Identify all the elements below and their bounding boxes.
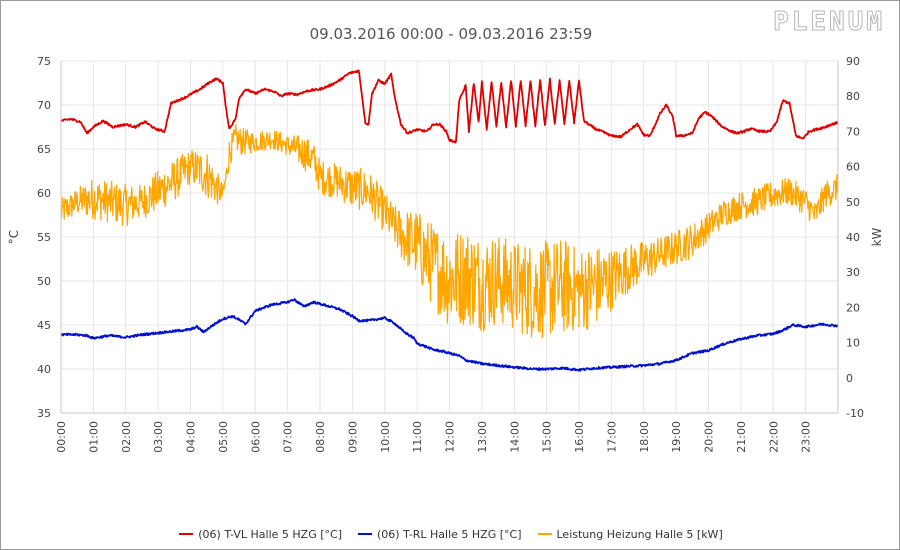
x-tick-label: 01:00	[87, 421, 100, 453]
legend-swatch	[179, 533, 194, 535]
y-tick-label-left: 50	[37, 275, 51, 288]
y-tick-label-left: 70	[37, 99, 51, 112]
x-tick-label: 23:00	[800, 421, 813, 453]
x-tick-label: 00:00	[55, 421, 68, 453]
x-tick-label: 21:00	[735, 421, 748, 453]
x-tick-label: 05:00	[217, 421, 230, 453]
legend-item[interactable]: Leistung Heizung Halle 5 [kW]	[537, 528, 723, 541]
x-tick-label: 06:00	[249, 421, 262, 453]
x-tick-label: 03:00	[152, 421, 165, 453]
y-tick-label-right: 80	[846, 90, 860, 103]
x-tick-label: 02:00	[120, 421, 133, 453]
y-tick-label-right: 40	[846, 231, 860, 244]
legend-swatch	[358, 533, 372, 535]
x-tick-label: 14:00	[508, 421, 521, 453]
axis-layer: 35 40 45 50 55 60 65 70 75 -10 0 10 20 30 40 50 60 70 80 90…	[7, 55, 884, 453]
x-tick-label: 20:00	[703, 421, 716, 453]
y-tick-label-right: 90	[846, 55, 860, 68]
legend-swatch	[537, 533, 552, 535]
y-tick-label-right: 0	[846, 372, 853, 385]
x-tick-label: 18:00	[638, 421, 651, 453]
y-tick-label-right: 70	[846, 125, 860, 138]
y-tick-label-left: 75	[37, 55, 51, 68]
y-tick-label-left: 65	[37, 143, 51, 156]
y-tick-label-right: 50	[846, 196, 860, 209]
x-tick-label: 07:00	[282, 421, 295, 453]
x-tick-label: 08:00	[314, 421, 327, 453]
series-layer	[60, 69, 839, 372]
y-tick-label-left: 40	[37, 363, 51, 376]
legend-item[interactable]: (06) T-VL Halle 5 HZG [°C]	[179, 528, 342, 541]
y-tick-label-right: 30	[846, 266, 860, 279]
series-line-0	[60, 69, 839, 144]
legend: (06) T-VL Halle 5 HZG [°C] (06) T-RL Hall…	[1, 528, 900, 541]
x-tick-label: 19:00	[670, 421, 683, 453]
y-tick-label-left: 60	[37, 187, 51, 200]
x-tick-label: 09:00	[346, 421, 359, 453]
y-tick-label-left: 45	[37, 319, 51, 332]
y-tick-label-right: 10	[846, 337, 860, 350]
y-tick-label-right: 20	[846, 301, 860, 314]
x-tick-label: 22:00	[767, 421, 780, 453]
y-tick-label-left: 55	[37, 231, 51, 244]
y-axis-title-right: kW	[870, 227, 884, 246]
x-tick-label: 16:00	[573, 421, 586, 453]
chart-title: 09.03.2016 00:00 - 09.03.2016 23:59	[309, 25, 593, 43]
x-tick-label: 17:00	[605, 421, 618, 453]
x-tick-label: 11:00	[411, 421, 424, 453]
grid-layer	[60, 60, 838, 414]
legend-label: Leistung Heizung Halle 5 [kW]	[556, 528, 723, 541]
x-tick-label: 12:00	[444, 421, 457, 453]
x-tick-label: 13:00	[476, 421, 489, 453]
legend-label: (06) T-VL Halle 5 HZG [°C]	[198, 528, 342, 541]
y-tick-label-right: -10	[846, 407, 864, 420]
y-tick-label-right: 60	[846, 161, 860, 174]
series-line-1	[60, 298, 839, 372]
y-axis-title-left: °C	[7, 230, 21, 244]
x-tick-label: 15:00	[541, 421, 554, 453]
legend-item[interactable]: (06) T-RL Halle 5 HZG [°C]	[358, 528, 522, 541]
x-tick-label: 10:00	[379, 421, 392, 453]
series-line-2	[60, 124, 839, 339]
x-tick-label: 04:00	[185, 421, 198, 453]
plenum-logo: PLENUM	[773, 7, 885, 38]
legend-label: (06) T-RL Halle 5 HZG [°C]	[377, 528, 522, 541]
y-tick-label-left: 35	[37, 407, 51, 420]
